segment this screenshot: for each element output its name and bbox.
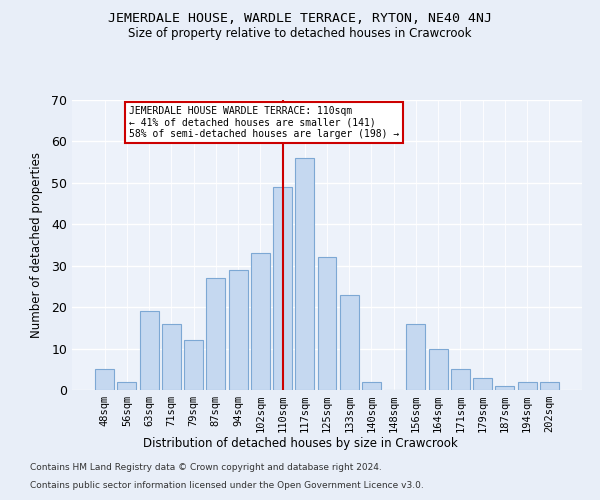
Bar: [162, 324, 181, 390]
Text: Size of property relative to detached houses in Crawcrook: Size of property relative to detached ho…: [128, 28, 472, 40]
Bar: [273, 187, 292, 390]
Bar: [118, 382, 136, 390]
Bar: [95, 370, 114, 390]
Bar: [184, 340, 203, 390]
Bar: [206, 278, 225, 390]
Bar: [540, 382, 559, 390]
Bar: [518, 382, 536, 390]
Text: JEMERDALE HOUSE WARDLE TERRACE: 110sqm
← 41% of detached houses are smaller (141: JEMERDALE HOUSE WARDLE TERRACE: 110sqm ←…: [129, 106, 400, 140]
Bar: [229, 270, 248, 390]
Bar: [406, 324, 425, 390]
Text: JEMERDALE HOUSE, WARDLE TERRACE, RYTON, NE40 4NJ: JEMERDALE HOUSE, WARDLE TERRACE, RYTON, …: [108, 12, 492, 26]
Bar: [362, 382, 381, 390]
Bar: [429, 348, 448, 390]
Bar: [317, 258, 337, 390]
Bar: [496, 386, 514, 390]
Y-axis label: Number of detached properties: Number of detached properties: [30, 152, 43, 338]
Bar: [340, 294, 359, 390]
Bar: [451, 370, 470, 390]
Text: Contains public sector information licensed under the Open Government Licence v3: Contains public sector information licen…: [30, 481, 424, 490]
Text: Contains HM Land Registry data © Crown copyright and database right 2024.: Contains HM Land Registry data © Crown c…: [30, 464, 382, 472]
Text: Distribution of detached houses by size in Crawcrook: Distribution of detached houses by size …: [143, 438, 457, 450]
Bar: [251, 254, 270, 390]
Bar: [473, 378, 492, 390]
Bar: [140, 312, 158, 390]
Bar: [295, 158, 314, 390]
